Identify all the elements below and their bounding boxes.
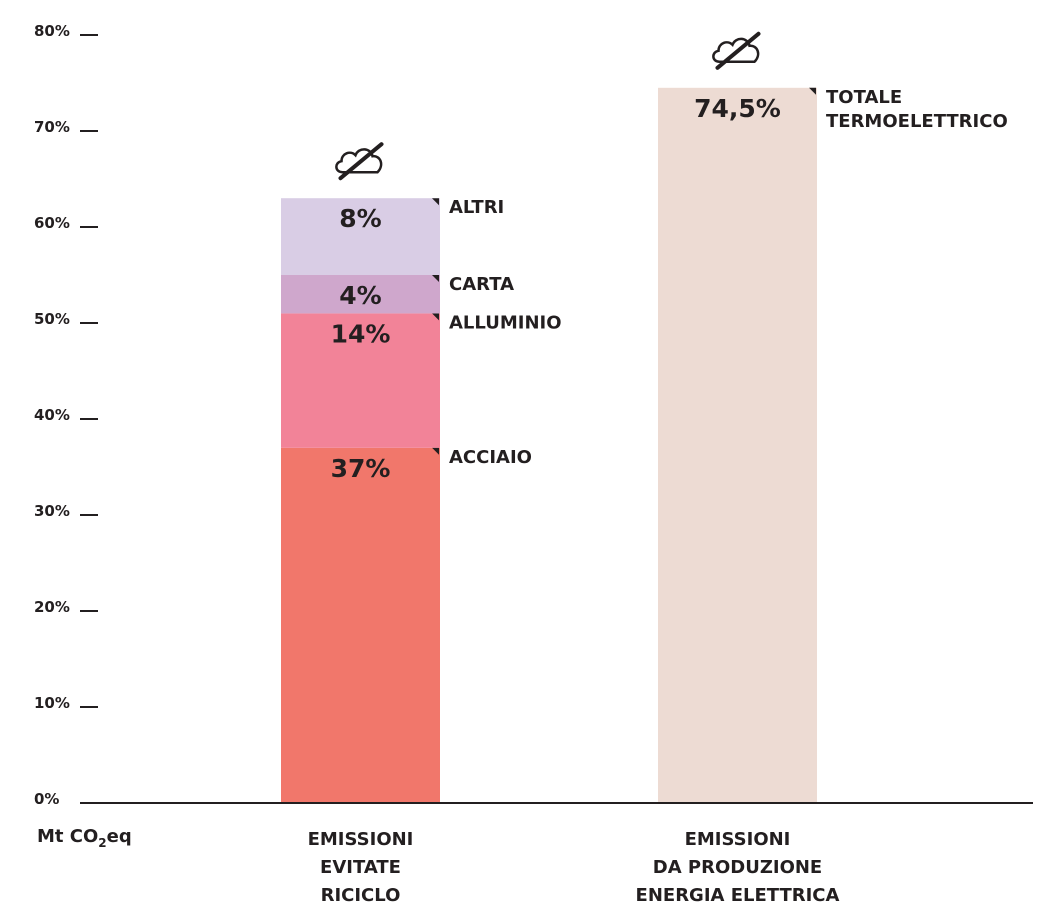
category-labels: EMISSIONI EVITATE RICICLO EMISSIONI DA PRODU… [308,829,840,906]
no-cloud-icon [712,31,761,70]
bar-value-label: 8% [339,204,381,233]
no-cloud-icon [335,142,384,181]
category-label: EMISSIONI DA PRODUZIONE ENERGIA ELETTRICA [636,829,840,906]
y-tick-label: 30% [34,502,70,520]
segment-pointer [809,87,816,95]
bar-value-label: 14% [331,319,391,348]
segment-name-label: ALTRI [449,197,504,218]
y-axis: 0% 10% 20% 30% 40% 50% 60% 70% 80% [34,22,98,808]
bar-segment [658,87,817,804]
bar-segment [281,447,440,803]
segment-name-label: TOTALE TERMOELETTRICO [826,87,1008,132]
bar-segment [281,313,440,448]
category-label: EMISSIONI EVITATE RICICLO [308,829,414,906]
bars: 37% ACCIAIO 14% ALLUMINIO 4% CARTA 8% ALTRI 74,5… [281,31,1008,804]
segment-pointer [432,198,439,206]
y-tick-label: 0% [34,790,59,808]
segment-pointer [432,447,439,455]
bar-value-label: 74,5% [694,94,781,123]
segment-name-label: ACCIAIO [449,447,532,468]
bar-value-label: 4% [339,281,381,310]
y-tick-label: 70% [34,118,70,136]
y-tick-label: 40% [34,406,70,424]
segment-pointer [432,313,439,321]
segment-name-label: ALLUMINIO [449,312,562,333]
bar-segment [281,275,440,314]
y-tick-label: 60% [34,214,70,232]
bar-value-label: 37% [331,454,391,483]
x-axis-title: Mt CO2eq [37,826,132,850]
segment-pointer [432,275,439,282]
segment-name-label: CARTA [449,274,514,295]
y-tick-label: 80% [34,22,70,40]
bar-group: 37% ACCIAIO 14% ALLUMINIO 4% CARTA 8% ALTRI [281,142,562,803]
y-tick-label: 50% [34,310,70,328]
bar-segment [281,198,440,275]
y-tick-label: 20% [34,598,70,616]
y-tick-label: 10% [34,694,70,712]
bar-group: 74,5% TOTALE TERMOELETTRICO [658,31,1008,804]
